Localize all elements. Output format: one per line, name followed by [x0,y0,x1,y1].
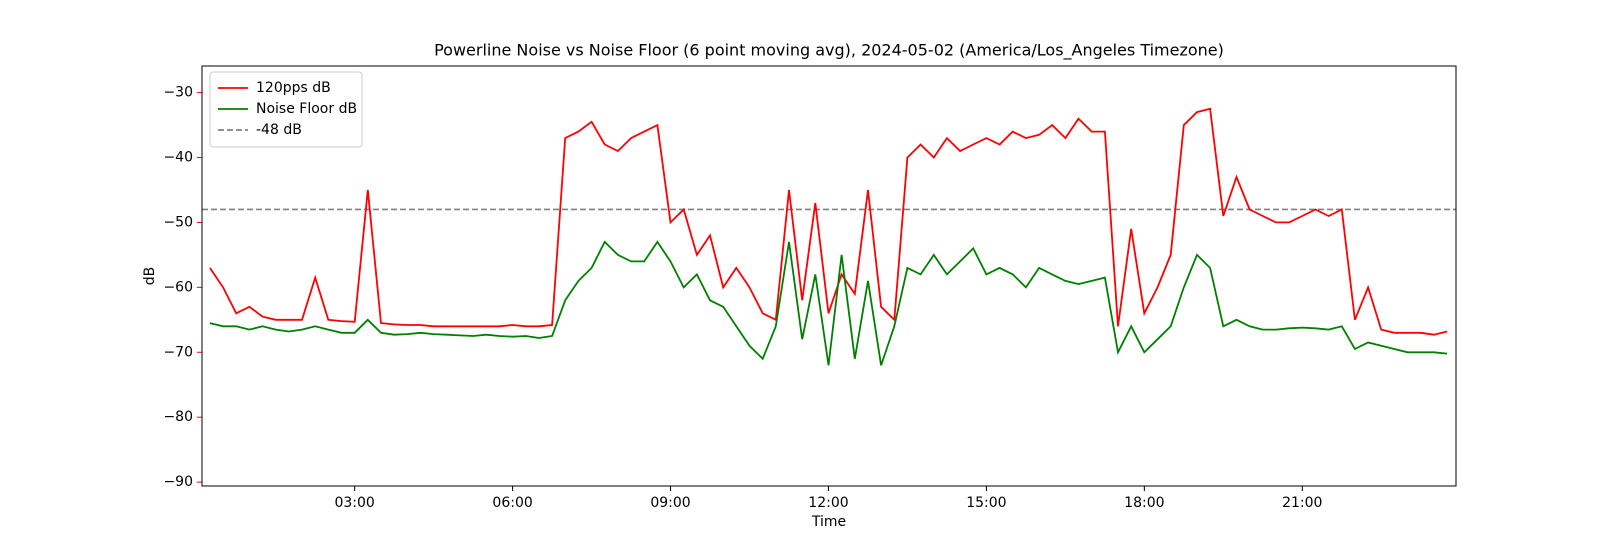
x-axis-label: Time [811,514,846,530]
x-tick-label: 03:00 [334,495,374,511]
legend-label: Noise Floor dB [256,101,357,117]
legend: 120pps dB Noise Floor dB -48 dB [209,71,363,148]
x-tick-label: 09:00 [650,495,690,511]
y-tick-label: −70 [163,344,193,360]
legend-box [209,71,363,148]
x-tick-label: 06:00 [492,495,532,511]
chart-title: Powerline Noise vs Noise Floor (6 point … [434,41,1224,61]
y-tick-label: −90 [163,474,193,490]
legend-label: 120pps dB [256,80,331,96]
y-tick-label: −40 [163,150,193,166]
x-tick-label: 15:00 [966,495,1006,511]
series-line [209,107,1448,336]
x-tick-label: 12:00 [808,495,848,511]
legend-label: -48 dB [256,122,302,138]
y-axis-label: dB [142,267,158,286]
x-tick-label: 21:00 [1282,495,1322,511]
y-tick-label: −60 [163,279,193,295]
y-tick-label: −80 [163,409,193,425]
x-tick-label: 18:00 [1124,495,1164,511]
plot-frame [201,65,1457,487]
series-line [209,240,1448,366]
y-tick-label: −50 [163,214,193,230]
y-tick-label: −30 [163,85,193,101]
